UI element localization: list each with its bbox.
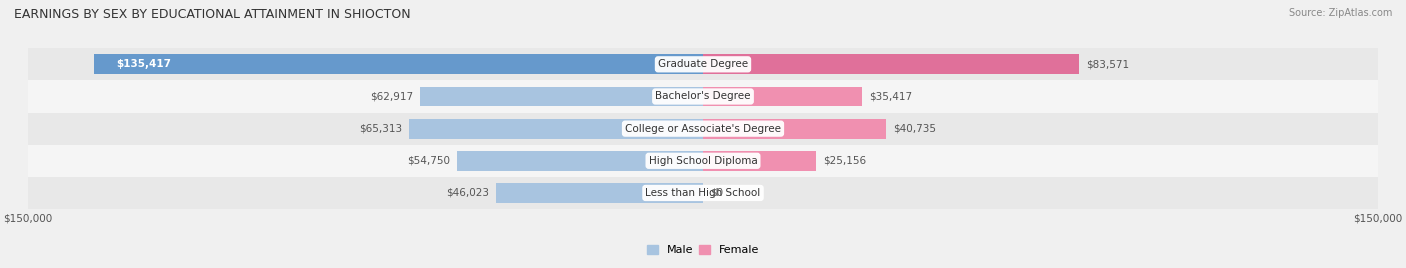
- Text: $54,750: $54,750: [406, 156, 450, 166]
- Text: Less than High School: Less than High School: [645, 188, 761, 198]
- Text: $65,313: $65,313: [360, 124, 402, 134]
- Text: $83,571: $83,571: [1085, 59, 1129, 69]
- Text: Source: ZipAtlas.com: Source: ZipAtlas.com: [1288, 8, 1392, 18]
- Bar: [703, 87, 862, 106]
- Bar: [457, 151, 703, 171]
- Text: Bachelor's Degree: Bachelor's Degree: [655, 91, 751, 102]
- Text: $46,023: $46,023: [446, 188, 489, 198]
- Bar: [703, 119, 886, 139]
- Text: College or Associate's Degree: College or Associate's Degree: [626, 124, 780, 134]
- Text: $0: $0: [710, 188, 723, 198]
- Text: $40,735: $40,735: [893, 124, 936, 134]
- Bar: [496, 183, 703, 203]
- Text: $35,417: $35,417: [869, 91, 912, 102]
- Bar: [703, 54, 1078, 74]
- Bar: [703, 151, 815, 171]
- Legend: Male, Female: Male, Female: [643, 241, 763, 260]
- Text: $135,417: $135,417: [117, 59, 172, 69]
- Bar: [28, 145, 1378, 177]
- Text: Graduate Degree: Graduate Degree: [658, 59, 748, 69]
- Text: EARNINGS BY SEX BY EDUCATIONAL ATTAINMENT IN SHIOCTON: EARNINGS BY SEX BY EDUCATIONAL ATTAINMEN…: [14, 8, 411, 21]
- Bar: [28, 177, 1378, 209]
- Text: $25,156: $25,156: [823, 156, 866, 166]
- Bar: [28, 48, 1378, 80]
- Bar: [94, 54, 703, 74]
- Bar: [28, 113, 1378, 145]
- Text: $62,917: $62,917: [370, 91, 413, 102]
- Text: High School Diploma: High School Diploma: [648, 156, 758, 166]
- Bar: [420, 87, 703, 106]
- Bar: [409, 119, 703, 139]
- Bar: [28, 80, 1378, 113]
